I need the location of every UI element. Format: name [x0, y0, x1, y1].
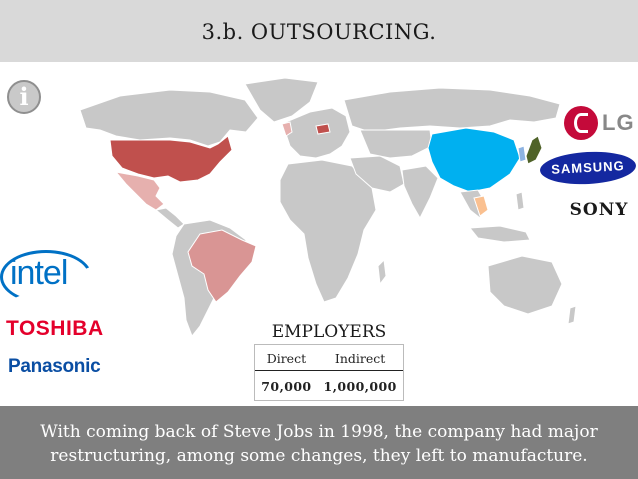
map-korea	[517, 145, 527, 163]
world-map	[79, 77, 577, 337]
map-thailand	[473, 195, 489, 217]
employers-table: Direct Indirect 70,000 1,000,000	[255, 345, 403, 401]
slide-title: 3.b. OUTSOURCING.	[201, 20, 437, 44]
map-russia	[343, 87, 561, 133]
map-central-america	[154, 207, 185, 229]
map-india	[401, 165, 439, 220]
map-new-zealand	[567, 305, 577, 325]
map-greenland	[244, 77, 319, 123]
lg-logo: LG	[602, 110, 635, 135]
column-direct: Direct	[266, 351, 307, 366]
map-ireland	[281, 121, 293, 137]
panasonic-logo: Panasonic	[8, 356, 101, 377]
map-japan	[525, 135, 543, 165]
intel-logo: intel	[10, 254, 68, 292]
info-icon[interactable]: i	[7, 80, 41, 114]
map-australia	[487, 255, 563, 315]
map-central-asia	[359, 129, 433, 159]
lg-logo-face	[574, 113, 588, 133]
slide-caption: With coming back of Steve Jobs in 1998, …	[40, 422, 598, 466]
sony-logo: SONY	[569, 200, 629, 220]
title-bar	[0, 0, 638, 62]
caption-bar	[0, 406, 638, 479]
map-brazil	[187, 229, 257, 303]
employers-heading: EMPLOYERS	[271, 322, 387, 342]
map-philippines	[515, 191, 525, 211]
employers-table-box: Direct Indirect 70,000 1,000,000	[254, 344, 404, 401]
map-czech	[315, 123, 331, 135]
map-usa	[109, 135, 233, 183]
map-mexico	[114, 171, 165, 211]
value-indirect: 1,000,000	[323, 379, 397, 394]
map-indonesia	[469, 225, 531, 243]
employers-panel: EMPLOYERS Direct Indirect 70,000 1,000,0…	[242, 320, 416, 405]
map-madagascar	[377, 258, 387, 286]
map-africa	[279, 159, 377, 303]
column-indirect: Indirect	[334, 351, 386, 366]
table-header-row: Direct Indirect	[255, 345, 403, 371]
map-middle-east	[349, 155, 405, 193]
map-canada	[79, 89, 259, 147]
toshiba-logo: TOSHIBA	[6, 317, 104, 340]
value-direct: 70,000	[261, 379, 312, 394]
table-row: 70,000 1,000,000	[255, 371, 402, 401]
map-china	[427, 127, 521, 193]
